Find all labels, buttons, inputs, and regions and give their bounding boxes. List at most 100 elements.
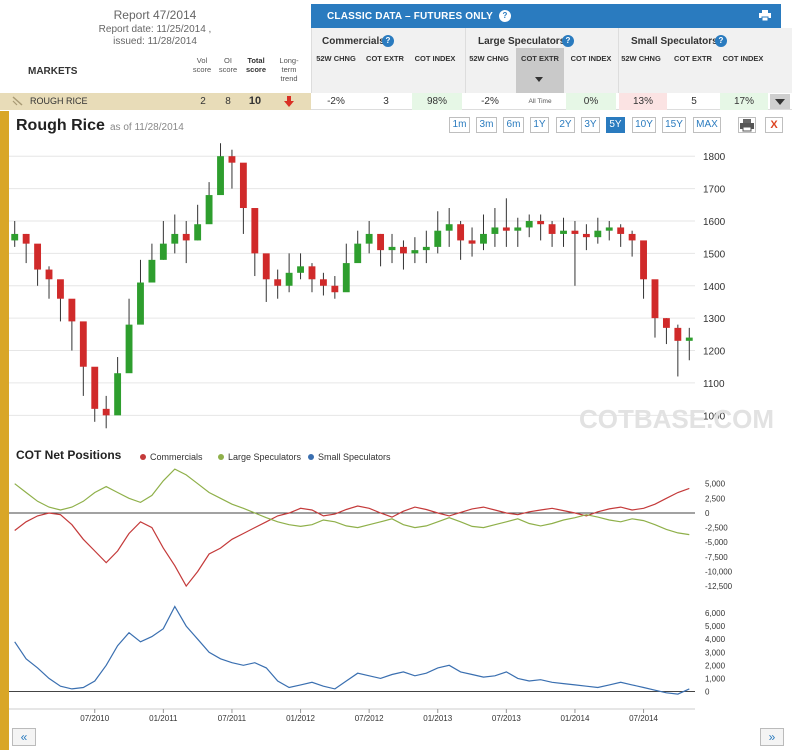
range-6m-button[interactable]: 6m	[503, 117, 524, 133]
cot-chart-title: COT Net Positions	[16, 448, 122, 462]
vol-score-header: Vol score	[192, 56, 212, 74]
col-cot-index[interactable]: COT INDEX	[722, 54, 764, 63]
large-cot-extr: All Time	[528, 98, 552, 105]
legend-large-speculators[interactable]: Large Speculators	[218, 452, 301, 462]
market-name[interactable]: ROUGH RICE	[30, 96, 88, 106]
market-icon	[12, 96, 23, 106]
candle-body	[319, 279, 327, 286]
y-tick-label: 1100	[703, 379, 725, 390]
candle-body	[571, 230, 579, 234]
candle-body	[434, 230, 442, 247]
col-52w-chng[interactable]: 52W CHNG	[621, 54, 661, 63]
candle-body	[457, 224, 465, 241]
candle-body	[388, 246, 396, 251]
candle-body	[354, 243, 362, 264]
y-tick-label: 2,500	[705, 494, 726, 503]
col-52w-chng[interactable]: 52W CHNG	[316, 54, 356, 63]
col-cot-extr[interactable]: COT EXTR	[366, 54, 404, 63]
y-tick-label: 1200	[703, 347, 726, 358]
legend-label: Large Speculators	[228, 452, 302, 462]
range-3m-button[interactable]: 3m	[476, 117, 497, 133]
range-1y-button[interactable]: 1Y	[530, 117, 549, 133]
chart-as-of-date: as of 11/28/2014	[110, 122, 184, 133]
candle-body	[468, 240, 476, 244]
group-small-speculators: Small Speculators ?	[618, 28, 792, 93]
y-tick-label: 1,000	[705, 674, 726, 683]
sorted-column-highlight	[516, 48, 564, 93]
y-tick-label: 0	[705, 687, 710, 696]
legend-marker	[218, 454, 224, 460]
close-button[interactable]: X	[765, 117, 783, 133]
col-cot-index[interactable]: COT INDEX	[570, 54, 612, 63]
range-15y-button[interactable]: 15Y	[662, 117, 686, 133]
y-tick-label: -12,500	[705, 582, 733, 591]
help-icon[interactable]: ?	[715, 35, 727, 47]
candle-body	[525, 220, 533, 228]
candle-body	[651, 279, 659, 319]
range-2y-button[interactable]: 2Y	[556, 117, 575, 133]
x-tick-label: 01/2014	[560, 714, 589, 723]
y-tick-label: 1300	[703, 314, 726, 325]
col-52w-chng[interactable]: 52W CHNG	[469, 54, 509, 63]
x-tick-label: 01/2012	[286, 714, 315, 723]
range-1m-button[interactable]: 1m	[449, 117, 470, 133]
legend-commercials[interactable]: Commercials	[140, 452, 203, 462]
sort-down-icon	[535, 77, 543, 82]
candle-body	[239, 162, 247, 209]
market-row[interactable]	[0, 93, 792, 110]
candle-body	[297, 266, 304, 273]
legend-label: Small Speculators	[318, 452, 391, 462]
classic-data-title: CLASSIC DATA – FUTURES ONLY	[327, 11, 493, 22]
candle-body	[228, 156, 236, 163]
oi-score: 8	[225, 96, 231, 107]
range-10y-button[interactable]: 10Y	[632, 117, 656, 133]
y-tick-label: 3,000	[705, 648, 726, 657]
x-tick-label: 01/2011	[149, 714, 178, 723]
candle-body	[411, 250, 419, 254]
printer-icon[interactable]	[759, 10, 771, 21]
y-tick-label: -10,000	[705, 568, 733, 577]
small-cot-extr: 5	[691, 96, 697, 107]
large-speculators-line	[14, 468, 690, 536]
scroll-right-button[interactable]: »	[760, 728, 784, 746]
range-3y-button[interactable]: 3Y	[581, 117, 600, 133]
range-5y-button[interactable]: 5Y	[606, 117, 625, 133]
candle-body	[377, 233, 385, 251]
col-cot-extr[interactable]: COT EXTR	[674, 54, 712, 63]
oi-score-header: OI score	[218, 56, 238, 74]
total-score: 10	[248, 95, 262, 107]
y-tick-label: 2,000	[705, 661, 726, 670]
scroll-left-button[interactable]: «	[12, 728, 36, 746]
trend-down-icon	[284, 96, 294, 107]
candle-body	[560, 230, 567, 234]
range-max-button[interactable]: MAX	[693, 117, 721, 133]
long-term-trend-header: Long-term trend	[279, 56, 299, 83]
y-tick-label: 1700	[703, 185, 726, 196]
help-icon[interactable]: ?	[562, 35, 574, 47]
help-icon[interactable]: ?	[382, 35, 394, 47]
candle-body	[582, 233, 590, 238]
candle-body	[285, 272, 293, 286]
report-info: Report 47/2014 Report date: 11/25/2014 ,…	[0, 0, 310, 92]
col-cot-extr[interactable]: COT EXTR	[521, 54, 559, 63]
candle-body	[22, 233, 30, 244]
help-icon[interactable]: ?	[499, 10, 511, 22]
print-button[interactable]	[738, 117, 756, 133]
candle-body	[217, 156, 224, 196]
col-cot-index[interactable]: COT INDEX	[414, 54, 456, 63]
comm-cot-index: 98%	[412, 93, 462, 110]
y-tick-label: 5,000	[705, 480, 726, 489]
candle-body	[640, 240, 647, 280]
x-tick-label: 07/2011	[218, 714, 247, 723]
small-speculators-line	[14, 605, 690, 695]
y-tick-label: -7,500	[705, 553, 728, 562]
x-tick-label: 01/2013	[423, 714, 452, 723]
candle-body	[194, 224, 202, 241]
candle-body	[34, 243, 42, 270]
candle-body	[262, 253, 270, 280]
candle-body	[548, 224, 556, 234]
row-dropdown-button[interactable]	[770, 94, 790, 109]
candle-body	[331, 285, 339, 293]
legend-small-speculators[interactable]: Small Speculators	[308, 452, 391, 462]
candle-body	[205, 195, 213, 225]
